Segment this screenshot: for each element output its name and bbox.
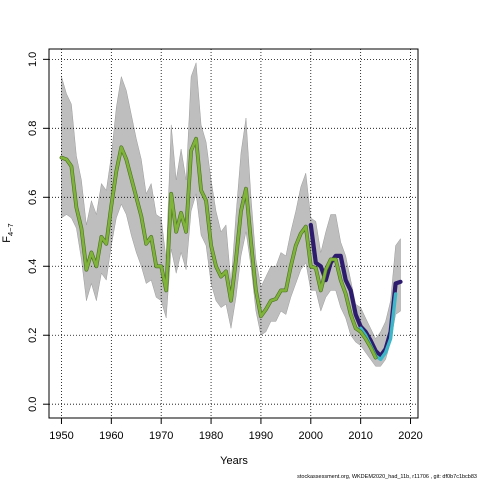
x-tick-label: 1990 <box>249 430 273 442</box>
y-tick-label: 1.0 <box>27 52 39 67</box>
confidence-band-layer <box>61 62 401 367</box>
y-tick-label: 0.2 <box>27 328 39 343</box>
x-tick-label: 1980 <box>199 430 223 442</box>
x-tick-label: 1950 <box>49 430 73 442</box>
series-line <box>60 137 377 359</box>
x-tick-label: 1970 <box>149 430 173 442</box>
y-axis-title-subscript: 4−7 <box>6 223 15 236</box>
y-axis-title: F4−7 <box>1 223 15 242</box>
y-tick-label: 0.0 <box>27 397 39 412</box>
confidence-band <box>61 62 401 367</box>
plot-frame <box>48 48 419 419</box>
x-tick-label: 2010 <box>348 430 372 442</box>
y-tick-label: 0.6 <box>27 190 39 205</box>
y-tick-label: 0.8 <box>27 121 39 136</box>
series-layer <box>59 136 403 362</box>
x-tick-label: 2000 <box>299 430 323 442</box>
footnote: stockassessment.org, WKDEM2020_had_11b, … <box>297 474 477 480</box>
x-tick-label: 1960 <box>99 430 123 442</box>
x-axis: 1950 1960 1970 1980 1990 2000 2010 2020 <box>49 418 423 442</box>
y-axis-title-main: F <box>1 236 13 243</box>
x-tick-label: 2020 <box>398 430 422 442</box>
y-axis: 0.0 0.2 0.4 0.6 0.8 1.0 <box>27 52 49 412</box>
y-tick-label: 0.4 <box>27 259 39 274</box>
x-axis-title: Years <box>220 455 248 467</box>
